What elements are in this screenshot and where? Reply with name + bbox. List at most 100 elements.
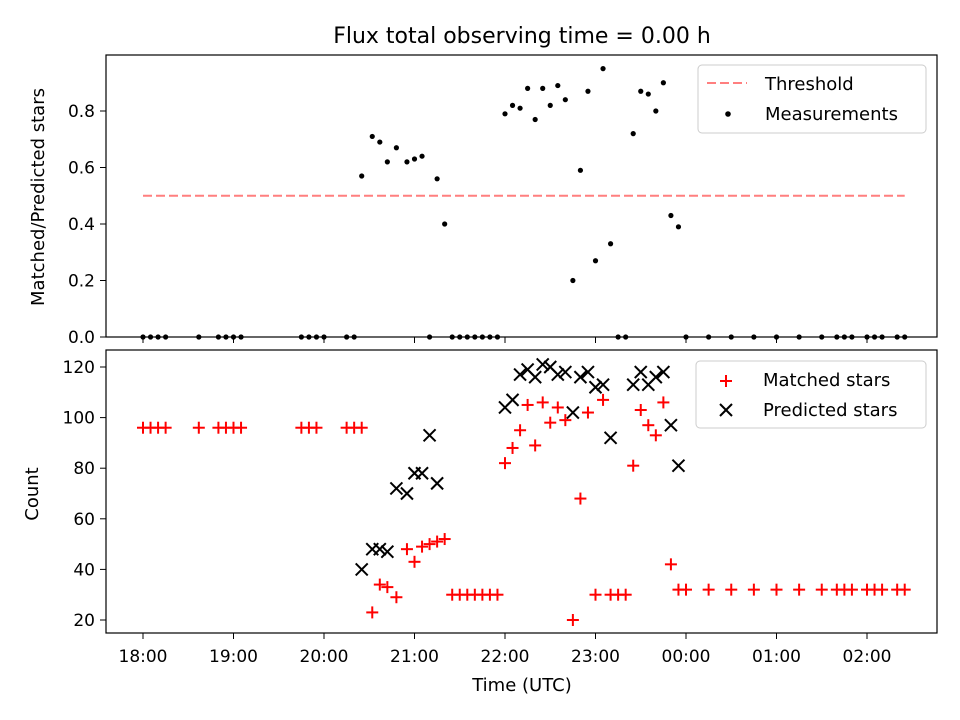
matched-star-point (491, 588, 504, 601)
y-tick-label: 60 (73, 510, 95, 530)
predicted-star-point (596, 378, 610, 392)
matched-star-point (366, 606, 379, 619)
measurement-point (653, 108, 659, 114)
matched-star-point (381, 581, 394, 594)
top-panel: Flux total observing time = 0.00 h Match… (28, 24, 938, 348)
measurement-point (525, 85, 531, 91)
matched-star-point (581, 406, 594, 419)
bottom-legend: Matched stars Predicted stars (695, 360, 927, 429)
predicted-star-point (400, 486, 414, 501)
measurement-point (393, 145, 399, 151)
y-tick-label: 20 (73, 611, 95, 631)
matched-star-point (649, 429, 662, 442)
measurement-point (377, 139, 383, 145)
matched-star-point (664, 558, 677, 571)
predicted-star-point (649, 370, 663, 384)
matched-star-point (514, 424, 527, 437)
matched-star-point (725, 583, 738, 596)
measurement-point (359, 173, 365, 179)
matched-star-point (408, 555, 421, 568)
matched-star-point (559, 414, 572, 427)
matched-star-point (898, 583, 911, 596)
predicted-star-point (355, 562, 369, 577)
matched-star-point (438, 533, 451, 546)
measurement-point (555, 82, 561, 89)
legend-predicted-label: Predicted stars (763, 400, 897, 421)
matched-star-point (845, 583, 858, 596)
predicted-star-point (430, 476, 444, 491)
matched-star-point (770, 583, 783, 596)
x-tick-label: 23:00 (571, 647, 620, 667)
measurement-point (607, 241, 614, 247)
x-tick-label: 22:00 (481, 647, 530, 667)
top-ylabel: Matched/Predicted stars (28, 88, 49, 306)
matched-star-point (506, 441, 519, 454)
predicted-star-point (415, 466, 429, 480)
predicted-star-point (528, 370, 542, 384)
measurement-point (600, 66, 606, 72)
measurement-point (419, 153, 425, 159)
y-tick-label: 0.4 (68, 215, 95, 235)
y-tick-label: 0.6 (68, 159, 95, 179)
bottom-legend-box (695, 360, 927, 429)
matched-star-point (574, 492, 587, 505)
x-tick-label: 19:00 (209, 647, 258, 667)
measurement-point (532, 116, 538, 123)
measurement-point (668, 212, 674, 219)
matched-star-point (416, 540, 429, 553)
matched-star-point (566, 614, 579, 626)
legend-measurements-swatch (725, 111, 731, 117)
measurement-point (562, 97, 568, 103)
legend-matched-label: Matched stars (763, 370, 890, 391)
matched-star-point (431, 535, 444, 548)
y-tick-label: 80 (73, 459, 95, 479)
matched-star-point (355, 421, 368, 434)
predicted-star-point (573, 370, 588, 384)
measurement-point (638, 88, 644, 94)
matched-star-point (536, 396, 549, 409)
matched-star-point (423, 538, 436, 551)
predicted-stars-points (355, 357, 686, 577)
legend-threshold-label: Threshold (764, 74, 854, 95)
matched-star-point (499, 457, 511, 470)
measurement-point (509, 102, 516, 108)
measurement-point (369, 133, 375, 140)
measurement-point (384, 159, 390, 165)
top-y-ticks: 0.0 0.2 0.4 0.6 0.8 (68, 102, 106, 348)
matched-star-point (597, 393, 610, 406)
predicted-star-point (373, 542, 387, 556)
y-tick-label: 40 (73, 560, 95, 580)
matched-star-point (159, 421, 172, 434)
measurement-point (585, 88, 591, 94)
measurement-point (660, 80, 666, 86)
predicted-star-point (581, 365, 595, 379)
matched-star-point (680, 583, 692, 596)
y-tick-label: 100 (63, 409, 95, 429)
matched-star-point (627, 459, 640, 472)
measurement-point (434, 176, 440, 182)
y-tick-label: 0.8 (68, 102, 95, 122)
measurement-point (645, 91, 651, 97)
measurement-point (592, 258, 599, 264)
bottom-xlabel: Time (UTC) (471, 675, 572, 696)
predicted-star-point (505, 393, 520, 407)
y-tick-label: 120 (63, 358, 95, 378)
matched-star-point (815, 583, 828, 596)
matched-star-point (589, 588, 602, 601)
predicted-star-point (671, 458, 686, 473)
x-tick-label: 00:00 (662, 647, 711, 667)
predicted-star-point (513, 367, 527, 382)
matched-stars-points (137, 393, 911, 626)
matched-star-point (793, 583, 806, 596)
matched-star-point (544, 416, 557, 429)
predicted-star-point (422, 428, 437, 443)
matched-star-point (551, 401, 564, 414)
matched-star-point (373, 578, 386, 591)
matched-star-point (747, 583, 760, 596)
x-tick-label: 18:00 (119, 647, 168, 667)
predicted-star-point (634, 365, 648, 379)
bottom-panel: Count Time (UTC) 20 40 60 80 100 120 18:00 19:… (22, 349, 938, 696)
predicted-star-point (536, 357, 550, 372)
matched-star-point (876, 583, 889, 596)
